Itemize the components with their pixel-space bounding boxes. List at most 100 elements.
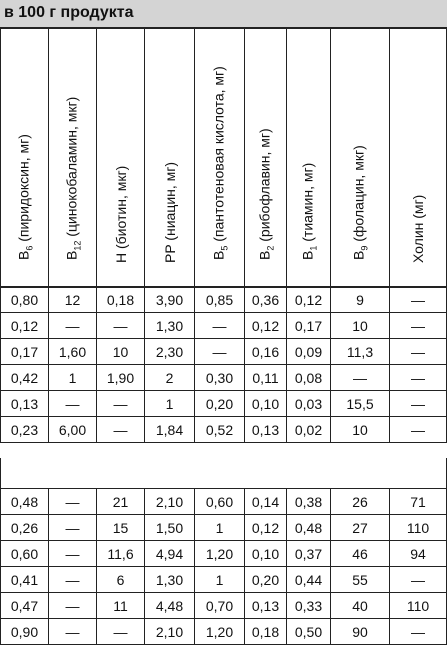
table-row: 0,17 1,60 10 2,30—0,16 0,09 11,3—	[0, 338, 447, 365]
table-cell: 0,44	[286, 566, 331, 593]
table-cell: 0,26	[0, 514, 49, 541]
header-row: B6 (пиридоксин, мг) B12 (цинокобаламин, м…	[0, 28, 447, 288]
table-row: 0,13— —1 0,20 0,10 0,03 15,5—	[0, 390, 447, 417]
table-cell: —	[389, 390, 447, 417]
table-cell: 0,12	[244, 514, 287, 541]
column-header: B2 (рибофлавин, мг)	[244, 28, 287, 288]
table-cell: 2,10	[144, 488, 195, 515]
table-cell: —	[96, 390, 145, 417]
table-cell: 1,84	[144, 416, 195, 443]
table-cell: 0,41	[0, 566, 49, 593]
table-cell: —	[48, 540, 97, 567]
table-row: 0,23 6,00—1,84 0,52 0,13 0,02 10—	[0, 416, 447, 443]
table-cell: 2,30	[144, 338, 195, 365]
table-cell: 1	[194, 566, 245, 593]
table-cell: 11	[96, 592, 145, 619]
table-cell: 6,00	[48, 416, 97, 443]
table-cell: 21	[96, 488, 145, 515]
table-cell: 1,50	[144, 514, 195, 541]
table-cell: 0,52	[194, 416, 245, 443]
table-cell: 15	[96, 514, 145, 541]
table-cell: 11,3	[330, 338, 390, 365]
table-cell: 2,10	[144, 618, 195, 645]
table-cell: —	[48, 514, 97, 541]
table-cell: —	[96, 618, 145, 645]
table-row: 0,48—21 2,10 0,60 0,14 0,38 26 71	[0, 488, 447, 515]
table-row: 0,42 1 1,90 2 0,30 0,11 0,08— —	[0, 364, 447, 391]
table-row: 0,47—11 4,48 0,70 0,13 0,33 40 110	[0, 592, 447, 619]
column-header-label: B9 (фолацин, мкг)	[350, 145, 370, 261]
table-cell: 4,48	[144, 592, 195, 619]
table-cell: 1,20	[194, 618, 245, 645]
table-cell: 0,18	[96, 286, 145, 313]
table-cell: 1	[48, 364, 97, 391]
table-cell: —	[96, 416, 145, 443]
table-cell: —	[48, 566, 97, 593]
table-cell: 0,18	[244, 618, 287, 645]
table-cell: 6	[96, 566, 145, 593]
table-cell: 0,42	[0, 364, 49, 391]
column-header: B6 (пиридоксин, мг)	[0, 28, 49, 288]
table-cell: 0,60	[194, 488, 245, 515]
table-cell: 0,13	[244, 592, 287, 619]
table-cell: 27	[330, 514, 390, 541]
table-cell: 1	[144, 390, 195, 417]
table-cell: 0,38	[286, 488, 331, 515]
table-cell: 3,90	[144, 286, 195, 313]
table-cell: 10	[330, 416, 390, 443]
table-cell: 0,23	[0, 416, 49, 443]
table-cell: —	[96, 312, 145, 339]
table-cell: 94	[389, 540, 447, 567]
column-header: B5 (пантотеновая кислота, мг)	[194, 28, 245, 288]
table-cell: 15,5	[330, 390, 390, 417]
table-caption: в 100 г продукта	[0, 0, 447, 28]
column-header: B1 (тиамин, мг)	[286, 28, 331, 288]
table-row: 0,80 12 0,18 3,90 0,85 0,36 0,12 9—	[0, 286, 447, 313]
table-cell: 10	[330, 312, 390, 339]
table-cell: 0,48	[286, 514, 331, 541]
table-cell: 55	[330, 566, 390, 593]
column-header-label: B5 (пантотеновая кислота, мг)	[210, 66, 229, 261]
table-cell: —	[389, 312, 447, 339]
table-cell: 26	[330, 488, 390, 515]
table-row: 0,41—6 1,30 1 0,20 0,44 55—	[0, 566, 447, 593]
table-cell: 0,03	[286, 390, 331, 417]
table-cell: —	[389, 416, 447, 443]
table-cell: —	[48, 618, 97, 645]
table-cell: 1,90	[96, 364, 145, 391]
table-cell: 0,20	[244, 566, 287, 593]
table-cell: 40	[330, 592, 390, 619]
table-cell: 0,11	[244, 364, 287, 391]
group-separator	[0, 458, 447, 489]
table-cell: 90	[330, 618, 390, 645]
table-cell: 10	[96, 338, 145, 365]
table-cell: 1,60	[48, 338, 97, 365]
table-cell: —	[48, 312, 97, 339]
column-header-label: PP (ниацин, мг)	[161, 161, 178, 263]
table-cell: 1,20	[194, 540, 245, 567]
table-cell: 0,90	[0, 618, 49, 645]
table-cell: 0,09	[286, 338, 331, 365]
column-header-label: B1 (тиамин, мг)	[299, 162, 318, 261]
table-cell: 0,12	[0, 312, 49, 339]
column-header: B9 (фолацин, мкг)	[330, 28, 390, 288]
column-header-label: B12 (цинокобаламин, мкг)	[63, 96, 82, 261]
table-cell: —	[330, 364, 390, 391]
table-cell: 1,30	[144, 566, 195, 593]
data-table-group-2: 0,48—21 2,10 0,60 0,14 0,38 26 71 0,26—15 1,50 1 0…	[0, 488, 447, 645]
table-cell: 0,20	[194, 390, 245, 417]
table-cell: 0,17	[0, 338, 49, 365]
table-cell: 2	[144, 364, 195, 391]
column-header: B12 (цинокобаламин, мкг)	[48, 28, 97, 288]
table-cell: 0,17	[286, 312, 331, 339]
table-cell: 0,13	[0, 390, 49, 417]
table-cell: —	[194, 338, 245, 365]
table-cell: 0,08	[286, 364, 331, 391]
column-header-label: B2 (рибофлавин, мг)	[256, 128, 275, 261]
table-cell: —	[389, 286, 447, 313]
table-cell: 110	[389, 592, 447, 619]
table-cell: 0,13	[244, 416, 287, 443]
column-header: Холин (мг)	[389, 28, 447, 288]
table-cell: 1	[194, 514, 245, 541]
table-cell: —	[194, 312, 245, 339]
